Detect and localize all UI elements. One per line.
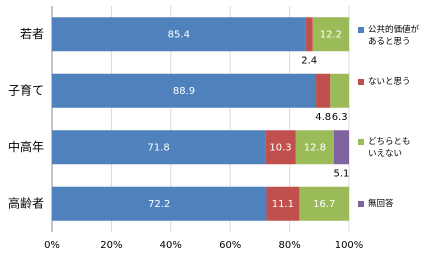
- data-label: 11.1: [272, 199, 294, 210]
- legend-item: どちらともいえない: [358, 136, 415, 160]
- data-label: 85.4: [168, 29, 190, 40]
- bar-segment: [333, 130, 349, 165]
- x-tick-label: 60%: [219, 240, 241, 251]
- bar-segment: [295, 130, 334, 165]
- data-label: 88.9: [173, 86, 195, 97]
- bar-segment: [312, 17, 349, 52]
- legend-label: 無回答: [368, 199, 394, 209]
- bar-segment: [265, 130, 296, 165]
- bar-segment: [52, 186, 267, 221]
- bar-segment: [52, 130, 266, 165]
- data-label: 2.4: [301, 55, 317, 66]
- legend-swatch: [358, 201, 364, 207]
- data-label: 71.8: [147, 142, 169, 153]
- legend-swatch: [358, 27, 364, 33]
- y-tick-label: 中高年: [8, 139, 44, 154]
- bar-segment: [52, 73, 317, 108]
- data-label: 6.3: [332, 112, 348, 123]
- x-tick-label: 80%: [278, 240, 300, 251]
- data-label: 12.8: [304, 142, 326, 153]
- bar-segment: [330, 73, 349, 108]
- x-tick-label: 0%: [44, 240, 60, 251]
- legend-swatch: [358, 139, 364, 145]
- bar-segment: [52, 17, 306, 52]
- legend-item: ないと思う: [358, 76, 425, 88]
- data-label: 5.1: [333, 168, 349, 179]
- data-label: 72.2: [148, 199, 170, 210]
- data-label: 4.8: [315, 112, 331, 123]
- bar-segment: [305, 17, 313, 52]
- legend-label: ないと思う: [368, 77, 411, 87]
- x-tick-label: 20%: [100, 240, 122, 251]
- x-tick-label: 100%: [335, 240, 364, 251]
- legend-item: 公共的価値があると思う: [358, 24, 424, 48]
- legend-swatch: [358, 79, 364, 85]
- data-label: 16.7: [313, 199, 335, 210]
- y-tick-label: 子育て: [8, 82, 44, 97]
- legend-label: どちらともいえない: [368, 137, 411, 159]
- x-tick-label: 40%: [160, 240, 182, 251]
- legend-item: 無回答: [358, 198, 425, 210]
- bar-segment: [299, 186, 349, 221]
- data-label: 12.2: [320, 29, 342, 40]
- legend-label: 公共的価値があると思う: [368, 25, 420, 47]
- bar-segment: [316, 73, 331, 108]
- y-tick-label: 若者: [20, 27, 44, 41]
- data-label: 10.3: [269, 142, 291, 153]
- y-tick-label: 高齢者: [8, 195, 44, 210]
- bar-segment: [266, 186, 300, 221]
